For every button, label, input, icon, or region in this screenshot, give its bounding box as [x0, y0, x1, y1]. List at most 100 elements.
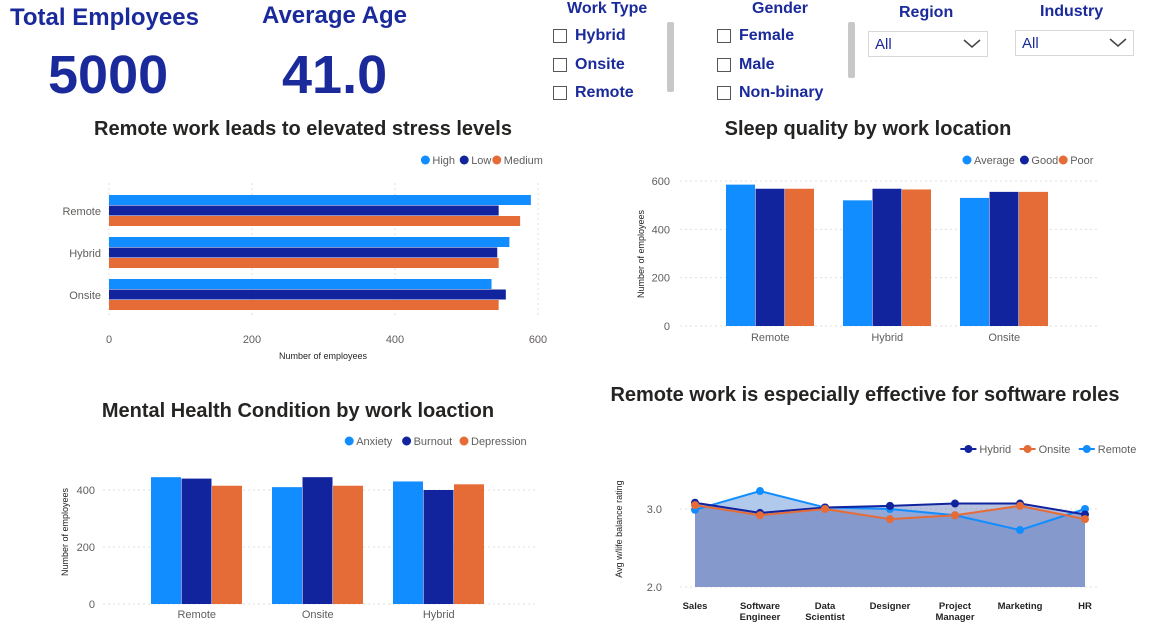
legend-marker [962, 155, 972, 165]
y-axis-label: Number of employees [636, 209, 646, 298]
work-type-option-label: Hybrid [575, 27, 626, 44]
data-point [756, 487, 764, 496]
data-point [691, 501, 699, 510]
legend-marker [1058, 155, 1068, 165]
tick-label: 400 [386, 334, 404, 346]
mental-health-chart: Anxiety Burnout Depression 0 200 400 Number of… [60, 436, 537, 621]
data-point [1016, 526, 1024, 535]
industry-slicer-title: Industry [1040, 3, 1104, 20]
legend-marker [459, 436, 469, 446]
category-label: Project [939, 601, 972, 612]
work-type-option-hybrid[interactable]: Hybrid [553, 25, 634, 47]
work-type-option-onsite[interactable]: Onsite [553, 54, 634, 76]
bar [902, 189, 931, 326]
bar [109, 247, 498, 258]
worklife-balance-chart: Hybrid Onsite Remote 2.0 3.0 Avg w/life balan… [614, 444, 1136, 623]
industry-dropdown-value: All [1022, 34, 1039, 52]
gender-option-label: Non-binary [739, 84, 824, 101]
bar [181, 478, 212, 604]
mental-health-chart-title: Mental Health Condition by work loaction [101, 400, 495, 422]
bar [960, 197, 989, 326]
bar [109, 216, 521, 226]
gender-slicer: Female Male Non-binary [717, 25, 823, 104]
average-age-value: 41.0 [282, 45, 388, 105]
category-label: Hybrid [871, 332, 903, 344]
legend-label: Onsite [1039, 444, 1071, 456]
stress-levels-chart: High Low Medium 0 200 400 600 Remote Hybrid Onsit… [62, 155, 547, 361]
category-label: Onsite [69, 290, 101, 302]
region-dropdown[interactable]: All [868, 31, 988, 57]
tick-label: 200 [243, 334, 261, 346]
category-label: Scientist [805, 612, 845, 623]
bar [785, 188, 814, 326]
total-employees-label: Total Employees [10, 4, 199, 31]
tick-label: 600 [652, 176, 670, 188]
checkbox-icon[interactable] [717, 29, 731, 43]
bar [423, 490, 454, 604]
legend-marker [1082, 445, 1091, 453]
software-roles-chart-title: Remote work is especially effective for … [610, 384, 1120, 406]
category-label: Sales [683, 601, 708, 612]
legend-marker [1023, 445, 1032, 453]
gender-option-male[interactable]: Male [717, 54, 823, 76]
work-type-option-label: Remote [575, 84, 634, 101]
tick-label: 400 [77, 485, 95, 497]
legend-marker [402, 436, 412, 446]
work-type-slicer: Hybrid Onsite Remote [553, 25, 634, 104]
tick-label: 3.0 [647, 504, 662, 516]
industry-dropdown[interactable]: All [1015, 30, 1134, 56]
slicer-scrollbar[interactable] [667, 22, 674, 92]
checkbox-icon[interactable] [553, 58, 567, 72]
chevron-down-icon [963, 39, 981, 48]
legend-label: Medium [504, 155, 543, 167]
chevron-down-icon [1109, 38, 1127, 47]
tick-label: 2.0 [647, 582, 662, 594]
work-type-option-label: Onsite [575, 56, 625, 73]
data-point [821, 505, 829, 513]
work-type-option-remote[interactable]: Remote [553, 82, 634, 104]
category-label: Hybrid [69, 248, 101, 260]
tick-label: 0 [664, 321, 670, 333]
region-slicer-title: Region [899, 4, 954, 21]
category-label: Engineer [740, 612, 781, 623]
data-point [886, 515, 894, 524]
x-axis-label: Number of employees [279, 351, 368, 361]
bar [109, 195, 531, 205]
bar [109, 279, 492, 289]
gender-option-non-binary[interactable]: Non-binary [717, 82, 823, 104]
bar [989, 191, 1019, 326]
legend-marker [964, 445, 973, 453]
slicer-scrollbar[interactable] [848, 22, 855, 78]
bar [393, 481, 423, 604]
gender-option-label: Male [739, 56, 775, 73]
data-point [886, 501, 894, 510]
category-label: Software [740, 601, 780, 612]
checkbox-icon[interactable] [553, 29, 567, 43]
y-axis-label: Number of employees [60, 487, 70, 576]
bar [272, 487, 302, 604]
gender-option-female[interactable]: Female [717, 25, 823, 47]
legend-label: Low [471, 155, 491, 167]
average-age-label: Average Age [262, 2, 407, 29]
stress-chart-title: Remote work leads to elevated stress lev… [94, 118, 512, 140]
legend-label: Burnout [414, 436, 453, 448]
bar [109, 205, 499, 216]
data-point [951, 511, 959, 520]
series-area [695, 505, 1085, 587]
legend-marker [420, 155, 430, 165]
bar [212, 485, 242, 604]
data-point [1016, 501, 1024, 510]
category-label: Remote [751, 332, 790, 344]
category-label: Onsite [988, 332, 1020, 344]
bar [755, 188, 785, 326]
checkbox-icon[interactable] [553, 86, 567, 100]
category-label: Remote [177, 609, 216, 621]
legend-label: Poor [1070, 155, 1094, 167]
tick-label: 200 [652, 273, 670, 285]
category-label: Onsite [302, 609, 334, 621]
category-label: Marketing [998, 601, 1043, 612]
legend-label: Hybrid [979, 444, 1011, 456]
checkbox-icon[interactable] [717, 86, 731, 100]
checkbox-icon[interactable] [717, 58, 731, 72]
